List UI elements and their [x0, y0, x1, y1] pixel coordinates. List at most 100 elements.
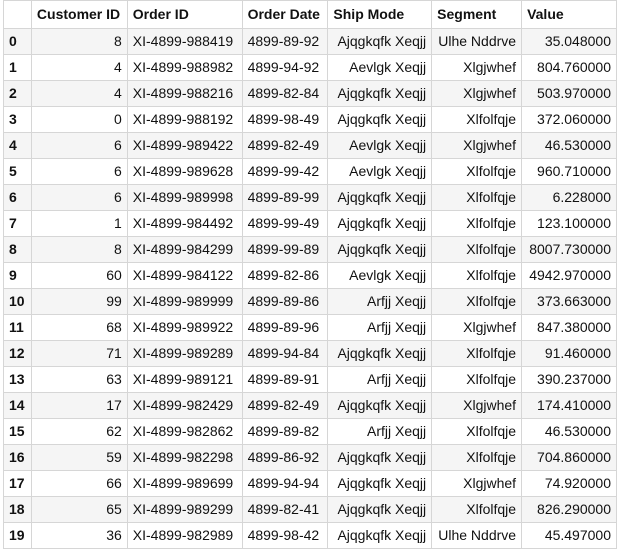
cell-value: 390.237000 [521, 366, 617, 393]
row-index: 12 [3, 340, 32, 367]
cell-value: 46.530000 [521, 418, 617, 445]
cell-order-date: 4899-89-91 [241, 366, 329, 393]
cell-order-date: 4899-82-49 [241, 132, 329, 159]
header-order-date[interactable]: Order Date [241, 0, 329, 29]
cell-order-date: 4899-86-92 [241, 444, 329, 471]
cell-customer-id: 1 [30, 210, 128, 237]
cell-ship-mode: Ajqgkqfk Xeqjj [327, 340, 433, 367]
cell-customer-id: 66 [30, 470, 128, 497]
cell-order-date: 4899-99-89 [241, 236, 329, 263]
table-row[interactable]: 5 6 XI-4899-989628 4899-99-42 Aevlgk Xeqjj Xl… [3, 158, 617, 185]
table-row[interactable]: 11 68 XI-4899-989922 4899-89-96 Arfjj Xeqjj X… [3, 314, 617, 341]
cell-customer-id: 60 [30, 262, 128, 289]
cell-ship-mode: Ajqgkqfk Xeqjj [327, 444, 433, 471]
cell-ship-mode: Ajqgkqfk Xeqjj [327, 470, 433, 497]
table-row[interactable]: 18 65 XI-4899-989299 4899-82-41 Ajqgkqfk Xeq… [3, 496, 617, 523]
cell-value: 35.048000 [521, 28, 617, 55]
table-row[interactable]: 4 6 XI-4899-989422 4899-82-49 Aevlgk Xeqjj Xl… [3, 132, 617, 159]
cell-value: 826.290000 [521, 496, 617, 523]
cell-value: 704.860000 [521, 444, 617, 471]
header-order-id[interactable]: Order ID [126, 0, 243, 29]
cell-value: 804.760000 [521, 54, 617, 81]
cell-value: 45.497000 [521, 522, 617, 549]
table-row[interactable]: 12 71 XI-4899-989289 4899-94-84 Ajqgkqfk Xeq… [3, 340, 617, 367]
table-row[interactable]: 3 0 XI-4899-988192 4899-98-49 Ajqgkqfk Xeqjj… [3, 106, 617, 133]
table-row[interactable]: 1 4 XI-4899-988982 4899-94-92 Aevlgk Xeqjj Xl… [3, 54, 617, 81]
cell-segment: Xlfolfqje [431, 184, 523, 211]
cell-order-id: XI-4899-984299 [126, 236, 243, 263]
table-row[interactable]: 14 17 XI-4899-982429 4899-82-49 Ajqgkqfk Xeq… [3, 392, 617, 419]
cell-order-date: 4899-82-49 [241, 392, 329, 419]
cell-order-date: 4899-94-92 [241, 54, 329, 81]
table-row[interactable]: 19 36 XI-4899-982989 4899-98-42 Ajqgkqfk Xeq… [3, 522, 617, 549]
header-index [3, 0, 32, 29]
cell-order-date: 4899-94-84 [241, 340, 329, 367]
cell-customer-id: 17 [30, 392, 128, 419]
table-row[interactable]: 7 1 XI-4899-984492 4899-99-49 Ajqgkqfk Xeqjj… [3, 210, 617, 237]
cell-ship-mode: Arfjj Xeqjj [327, 418, 433, 445]
cell-customer-id: 59 [30, 444, 128, 471]
cell-segment: Xlfolfqje [431, 444, 523, 471]
row-index: 8 [3, 236, 32, 263]
cell-order-date: 4899-82-86 [241, 262, 329, 289]
cell-value: 960.710000 [521, 158, 617, 185]
table-row[interactable]: 16 59 XI-4899-982298 4899-86-92 Ajqgkqfk Xeq… [3, 444, 617, 471]
row-index: 15 [3, 418, 32, 445]
cell-order-id: XI-4899-982862 [126, 418, 243, 445]
table-row[interactable]: 0 8 XI-4899-988419 4899-89-92 Ajqgkqfk Xeqjj… [3, 28, 617, 55]
cell-segment: Xlfolfqje [431, 496, 523, 523]
cell-order-date: 4899-89-96 [241, 314, 329, 341]
row-index: 1 [3, 54, 32, 81]
cell-ship-mode: Ajqgkqfk Xeqjj [327, 522, 433, 549]
cell-order-id: XI-4899-989422 [126, 132, 243, 159]
cell-order-id: XI-4899-988216 [126, 80, 243, 107]
cell-customer-id: 65 [30, 496, 128, 523]
table-row[interactable]: 15 62 XI-4899-982862 4899-89-82 Arfjj Xeqjj X… [3, 418, 617, 445]
cell-segment: Xlfolfqje [431, 418, 523, 445]
cell-value: 847.380000 [521, 314, 617, 341]
cell-segment: Xlfolfqje [431, 262, 523, 289]
cell-ship-mode: Ajqgkqfk Xeqjj [327, 184, 433, 211]
cell-ship-mode: Aevlgk Xeqjj [327, 158, 433, 185]
cell-segment: Xlgjwhef [431, 392, 523, 419]
cell-ship-mode: Ajqgkqfk Xeqjj [327, 236, 433, 263]
cell-segment: Xlgjwhef [431, 132, 523, 159]
cell-segment: Xlgjwhef [431, 80, 523, 107]
cell-customer-id: 4 [30, 80, 128, 107]
row-index: 7 [3, 210, 32, 237]
cell-segment: Xlfolfqje [431, 340, 523, 367]
table-row[interactable]: 9 60 XI-4899-984122 4899-82-86 Aevlgk Xeqjj X… [3, 262, 617, 289]
cell-ship-mode: Arfjj Xeqjj [327, 314, 433, 341]
cell-order-id: XI-4899-984122 [126, 262, 243, 289]
cell-customer-id: 6 [30, 184, 128, 211]
cell-order-date: 4899-99-42 [241, 158, 329, 185]
cell-segment: Xlfolfqje [431, 158, 523, 185]
cell-value: 373.663000 [521, 288, 617, 315]
table-row[interactable]: 6 6 XI-4899-989998 4899-89-99 Ajqgkqfk Xeqjj… [3, 184, 617, 211]
table-row[interactable]: 17 66 XI-4899-989699 4899-94-94 Ajqgkqfk Xeq… [3, 470, 617, 497]
cell-order-date: 4899-94-94 [241, 470, 329, 497]
cell-order-id: XI-4899-988192 [126, 106, 243, 133]
cell-segment: Xlfolfqje [431, 236, 523, 263]
header-value[interactable]: Value [521, 0, 617, 29]
cell-order-date: 4899-99-49 [241, 210, 329, 237]
cell-customer-id: 4 [30, 54, 128, 81]
cell-value: 372.060000 [521, 106, 617, 133]
row-index: 16 [3, 444, 32, 471]
cell-value: 123.100000 [521, 210, 617, 237]
header-customer-id[interactable]: Customer ID [30, 0, 128, 29]
header-ship-mode[interactable]: Ship Mode [327, 0, 433, 29]
cell-customer-id: 99 [30, 288, 128, 315]
table-row[interactable]: 13 63 XI-4899-989121 4899-89-91 Arfjj Xeqjj X… [3, 366, 617, 393]
row-index: 14 [3, 392, 32, 419]
table-row[interactable]: 2 4 XI-4899-988216 4899-82-84 Ajqgkqfk Xeqjj… [3, 80, 617, 107]
cell-segment: Xlgjwhef [431, 470, 523, 497]
cell-ship-mode: Aevlgk Xeqjj [327, 262, 433, 289]
cell-customer-id: 8 [30, 28, 128, 55]
cell-order-id: XI-4899-989922 [126, 314, 243, 341]
table-row[interactable]: 10 99 XI-4899-989999 4899-89-86 Arfjj Xeqjj X… [3, 288, 617, 315]
table-row[interactable]: 8 8 XI-4899-984299 4899-99-89 Ajqgkqfk Xeqjj… [3, 236, 617, 263]
header-segment[interactable]: Segment [431, 0, 523, 29]
table-body: 0 8 XI-4899-988419 4899-89-92 Ajqgkqfk Xeqjj… [3, 28, 617, 549]
cell-customer-id: 71 [30, 340, 128, 367]
